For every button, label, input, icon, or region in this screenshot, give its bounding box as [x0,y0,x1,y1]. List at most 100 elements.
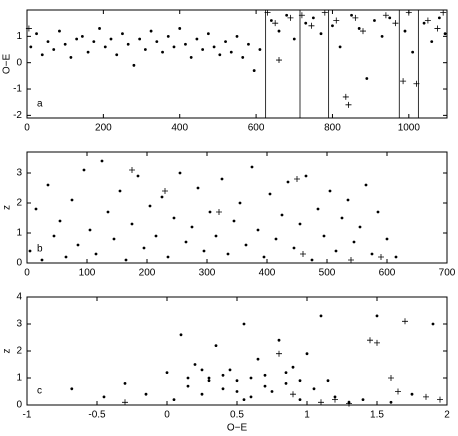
plus-point [413,80,420,87]
dot-point [274,237,278,241]
dot-point [256,228,260,232]
dot-point [312,387,316,391]
dot-point [358,225,362,229]
dot-point [184,42,187,46]
plus-point [294,176,300,182]
dot-point [304,174,308,178]
dot-point [235,390,239,393]
dot-point [422,21,426,25]
plus-point [367,337,373,344]
plus-point [395,388,401,395]
dot-point [138,37,142,41]
plus-point [333,17,340,24]
dot-point [410,392,414,396]
y-tick-label: -1 [13,84,22,95]
dot-point [184,240,188,244]
dot-point [242,398,246,401]
plus-point [348,257,354,263]
dot-point [218,53,222,57]
dot-point [178,27,182,30]
x-tick-label: 500 [319,268,336,279]
y-tick-label: 2 [16,198,22,209]
plus-point [162,188,168,194]
dot-point [340,216,344,220]
plot-frame [26,9,448,119]
dot-point [220,177,224,181]
dot-point [64,255,68,259]
dot-point [46,40,50,44]
plus-point [378,254,384,260]
dot-point [268,192,272,196]
dot-point [40,53,44,57]
dot-point [228,368,232,372]
dot-point [179,333,183,337]
dot-point [430,40,434,44]
plus-point [402,318,408,325]
dot-point [235,379,239,383]
dot-point [94,252,98,256]
x-tick-label: 600 [248,123,265,134]
dot-point [269,19,273,22]
dot-point [316,207,320,211]
dot-point [221,387,225,391]
dot-point [208,210,212,214]
dot-point [109,37,113,41]
plus-point [382,12,389,19]
dot-point [394,255,398,259]
plus-point [437,396,443,403]
dot-point [277,29,281,33]
dot-point [35,32,38,36]
y-axis-label: O−E [2,54,13,75]
dot-point [46,183,50,187]
dot-point [221,373,225,377]
dot-point [292,37,296,41]
dot-point [232,219,236,223]
dot-point [403,29,407,33]
dot-point [238,201,242,205]
plus-point [287,14,294,21]
dot-point [76,243,80,247]
dot-point [40,258,44,262]
dot-point [249,395,253,399]
dot-point [124,258,128,262]
dot-point [319,32,323,36]
dot-point [346,198,350,202]
dot-point [350,13,353,17]
dot-point [229,50,233,54]
dot-point [112,237,116,241]
dot-point [326,379,330,383]
y-tick-label: -2 [13,110,22,121]
x-tick-label: 0 [164,410,170,421]
dot-point [331,24,334,28]
dot-point [214,234,218,238]
dot-point [154,234,158,238]
plus-point [440,9,447,16]
dot-point [118,189,122,193]
dot-point [262,255,266,259]
dot-point [165,371,169,374]
y-tick-label: 0 [16,400,22,411]
dot-point [136,174,140,178]
dot-point [69,56,73,59]
dot-point [373,19,376,22]
dot-point [92,40,96,44]
dot-point [132,63,136,67]
dot-point [200,368,204,372]
dot-point [75,37,79,41]
dot-point [311,16,315,20]
dot-point [207,376,211,380]
plus-point [129,167,135,173]
dot-point [284,382,288,385]
dot-point [86,50,90,54]
dot-point [80,34,84,38]
plus-point [308,22,315,29]
panel-label: a [37,99,43,110]
dot-point [364,183,368,187]
dot-point [375,314,379,318]
plus-point [272,20,279,27]
plus-point [346,400,352,407]
x-tick-label: 400 [171,123,188,134]
y-tick-label: 1 [16,373,22,384]
dot-point [200,392,204,396]
plus-point [400,78,407,85]
